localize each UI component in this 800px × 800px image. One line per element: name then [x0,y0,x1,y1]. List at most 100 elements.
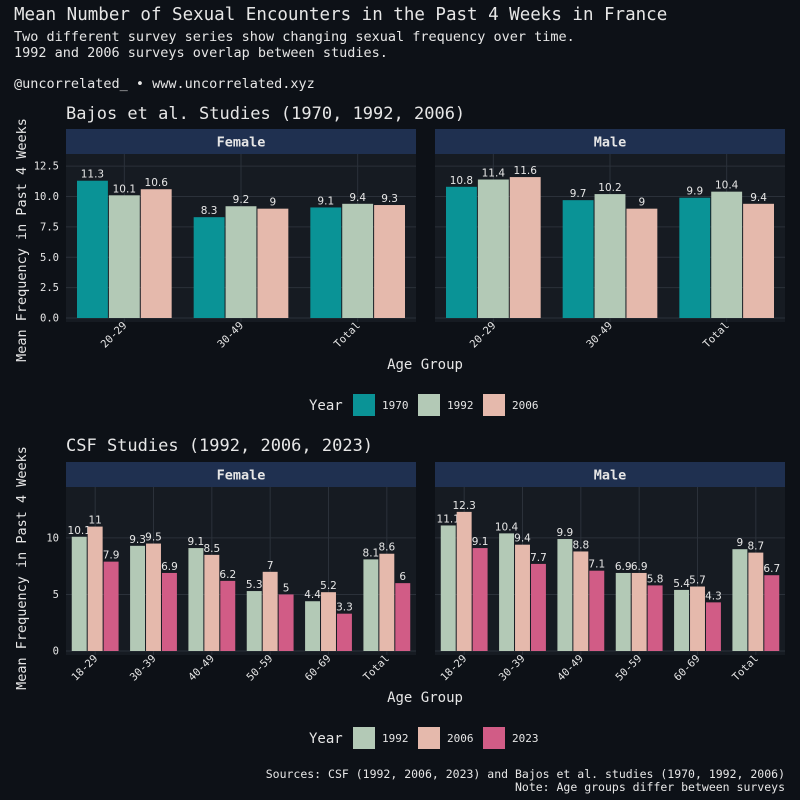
figure-title: Mean Number of Sexual Encounters in the … [14,5,667,25]
y-tick-label: 7.5 [40,221,59,233]
facet-label: Female [217,468,266,484]
data-label: 10.1 [68,525,91,537]
bar [108,195,140,318]
bar [278,594,294,651]
data-label: 11 [88,515,101,527]
data-label: 5.3 [246,579,263,591]
data-label: 5.4 [673,578,690,590]
data-label: 6.9 [615,561,632,573]
legend-key [483,394,505,416]
data-label: 7.7 [530,552,547,564]
bar [363,559,379,651]
data-label: 8.3 [201,205,218,217]
footer-sources: Sources: CSF (1992, 2006, 2023) and Bajo… [266,767,785,781]
bar [743,203,774,318]
bar [679,197,711,318]
data-label: 10.8 [450,175,473,187]
bar [336,613,352,651]
data-label: 8.8 [572,539,589,551]
data-label: 10.2 [598,182,621,194]
facet-panel-male [435,487,785,655]
data-label: 6 [399,571,406,583]
y-tick-label: 10 [46,532,59,544]
x-axis-label: Age Group [387,690,463,706]
data-label: 12.3 [452,500,475,512]
bar [342,203,374,318]
data-label: 9.3 [381,193,398,205]
bar [321,592,336,651]
y-tick-label: 0 [53,646,59,658]
chart-title: Bajos et al. Studies (1970, 1992, 2006) [66,104,465,124]
data-label: 5.2 [320,580,337,592]
bar [477,179,509,318]
bar [573,551,589,651]
footer-note: Note: Age groups differ between surveys [515,780,785,794]
bar [188,548,204,651]
bar [748,552,764,651]
bar [589,570,605,651]
legend-key [353,727,375,749]
data-label: 9.9 [686,186,703,198]
bar [379,553,395,651]
bar [305,601,321,651]
y-axis-label: Mean Frequency in Past 4 Weeks [14,118,30,362]
data-label: 6.7 [763,563,780,575]
facet-label: Female [217,135,266,151]
bar [515,544,530,651]
data-label: 9.4 [514,533,531,545]
data-label: 7 [267,560,274,572]
data-label: 10.4 [495,521,519,533]
bar [509,177,541,318]
bar [440,525,456,651]
data-label: 10.6 [145,177,169,189]
bar [220,580,236,651]
bar [140,189,172,318]
y-tick-label: 0.0 [40,313,59,325]
data-label: 9.7 [570,188,587,200]
bar [262,571,278,651]
bar [764,575,780,651]
bar [374,205,405,318]
facet-strip-female [66,462,416,487]
data-label: 5.7 [689,575,706,587]
facet-label: Male [594,135,627,151]
bar [204,554,220,651]
y-tick-label: 2.5 [40,282,59,294]
bar [562,200,594,318]
figure-subtitle-line-2: 1992 and 2006 surveys overlap between st… [14,45,388,61]
data-label: 10.1 [113,183,136,195]
legend-label: 1992 [447,399,474,412]
bar [530,563,546,651]
data-label: 11.4 [482,168,506,180]
bar [161,572,177,651]
data-label: 11.3 [81,169,104,181]
legend-key [483,727,505,749]
legend-label: 2006 [512,399,539,412]
bar [472,548,488,651]
data-label: 8.7 [747,541,764,553]
bar [626,208,658,318]
data-label: 9 [737,537,744,549]
data-label: 7.1 [588,559,605,571]
data-label: 6.2 [219,569,236,581]
figure-subtitle-line-1: Two different survey series show changin… [14,29,575,45]
bar [71,536,87,651]
data-label: 3.3 [336,602,353,614]
figure-credit: @uncorrelated_ • www.uncorrelated.xyz [14,76,315,92]
legend-key [353,394,375,416]
data-label: 11.6 [514,165,538,177]
legend-label: 1970 [382,399,409,412]
data-label: 9.2 [233,194,250,206]
facet-strip-male [435,129,785,154]
data-label: 9.3 [129,534,146,546]
y-tick-label: 5 [53,589,59,601]
bar [446,186,477,318]
data-label: 5.8 [647,573,664,585]
data-label: 9 [639,197,646,209]
data-label: 9.1 [472,536,489,548]
bar [499,533,515,651]
legend-label: 1992 [382,732,409,745]
chart-title: CSF Studies (1992, 2006, 2023) [66,436,373,456]
bar [130,545,146,651]
